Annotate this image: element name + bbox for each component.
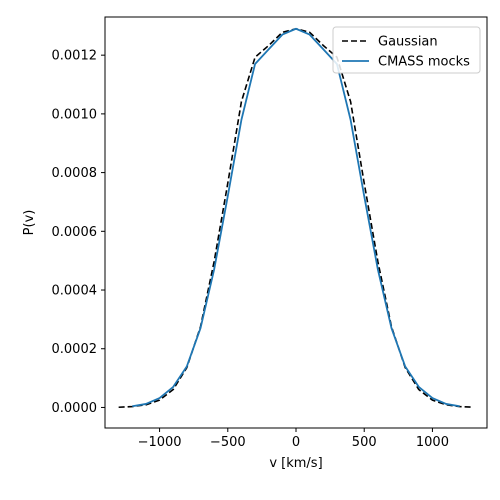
- x-axis-ticks: −1000 −500 0 500 1000: [138, 428, 449, 450]
- y-axis-label: P(v): [22, 210, 37, 236]
- legend: Gaussian CMASS mocks: [332, 26, 481, 74]
- plot-frame: [104, 16, 488, 429]
- series-line-cmass-mocks: [132, 27, 460, 408]
- y-tick-label: 0.0010: [52, 107, 98, 122]
- y-axis-ticks: 0.0000 0.0002 0.0004 0.0006 0.0008 0.0010 0.00…: [52, 49, 105, 416]
- x-tick-label: −1000: [138, 435, 182, 450]
- x-tick-label: 1000: [416, 435, 449, 450]
- y-tick-label: 0.0002: [52, 342, 98, 357]
- legend-box: [332, 26, 481, 74]
- y-tick-label: 0.0006: [52, 225, 98, 240]
- series-line-gaussian: [118, 27, 474, 409]
- x-tick-label: −500: [210, 435, 246, 450]
- series-layer: [118, 27, 474, 409]
- y-tick-label: 0.0008: [52, 166, 98, 181]
- legend-label: Gaussian: [378, 35, 438, 50]
- y-tick-label: 0.0000: [52, 401, 98, 416]
- x-tick-label: 500: [352, 435, 377, 450]
- legend-label: CMASS mocks: [378, 55, 470, 70]
- x-tick-label: 0: [292, 435, 300, 450]
- x-axis-label: v [km/s]: [269, 456, 322, 471]
- y-tick-label: 0.0004: [52, 284, 98, 299]
- y-tick-label: 0.0012: [52, 49, 98, 64]
